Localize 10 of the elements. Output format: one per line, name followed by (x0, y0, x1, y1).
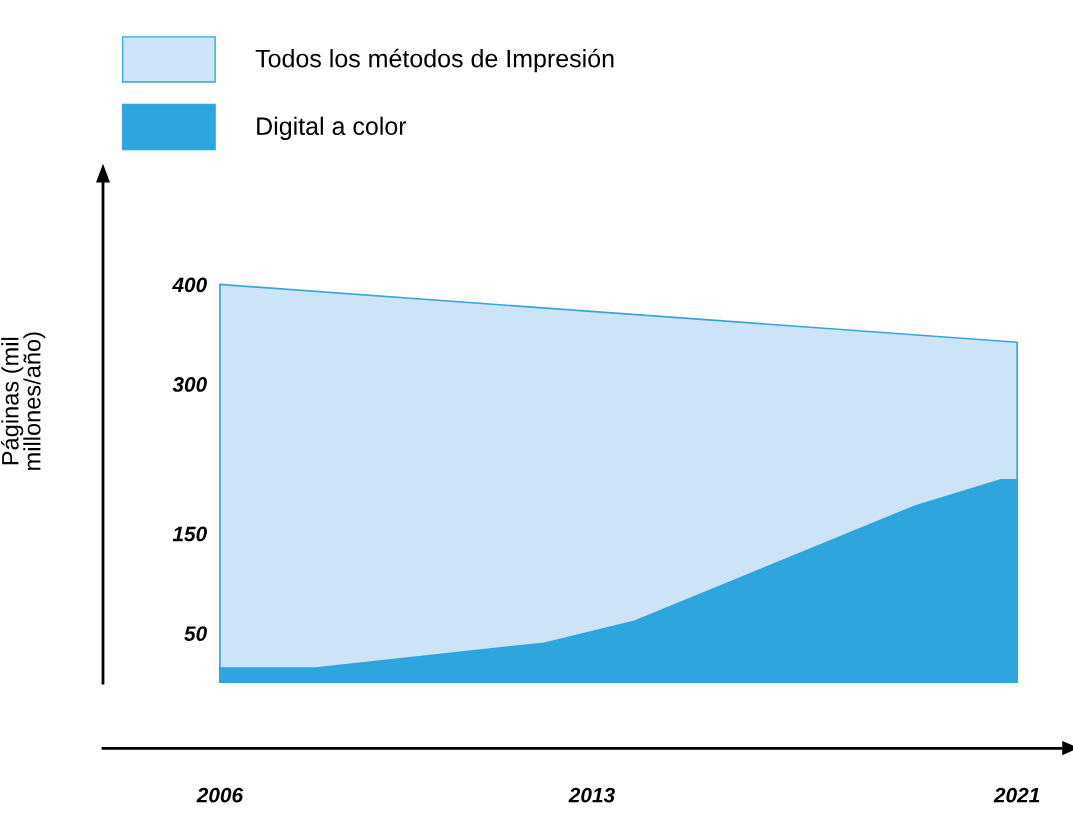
y-tick-label: 400 (172, 277, 207, 293)
y-axis-title: Páginas (mil millones/año) (0, 332, 46, 470)
legend-label: Todos los métodos de Impresión (255, 48, 614, 73)
y-tick-label: 50 (184, 626, 207, 641)
y-tick-label: 150 (172, 526, 207, 542)
x-tick-label: 2013 (568, 787, 615, 803)
x-tick-label: 2006 (196, 787, 244, 803)
legend-label: Digital a color (257, 116, 407, 140)
y-tick-label: 300 (172, 377, 207, 392)
x-tick-label: 2021 (993, 787, 1040, 803)
